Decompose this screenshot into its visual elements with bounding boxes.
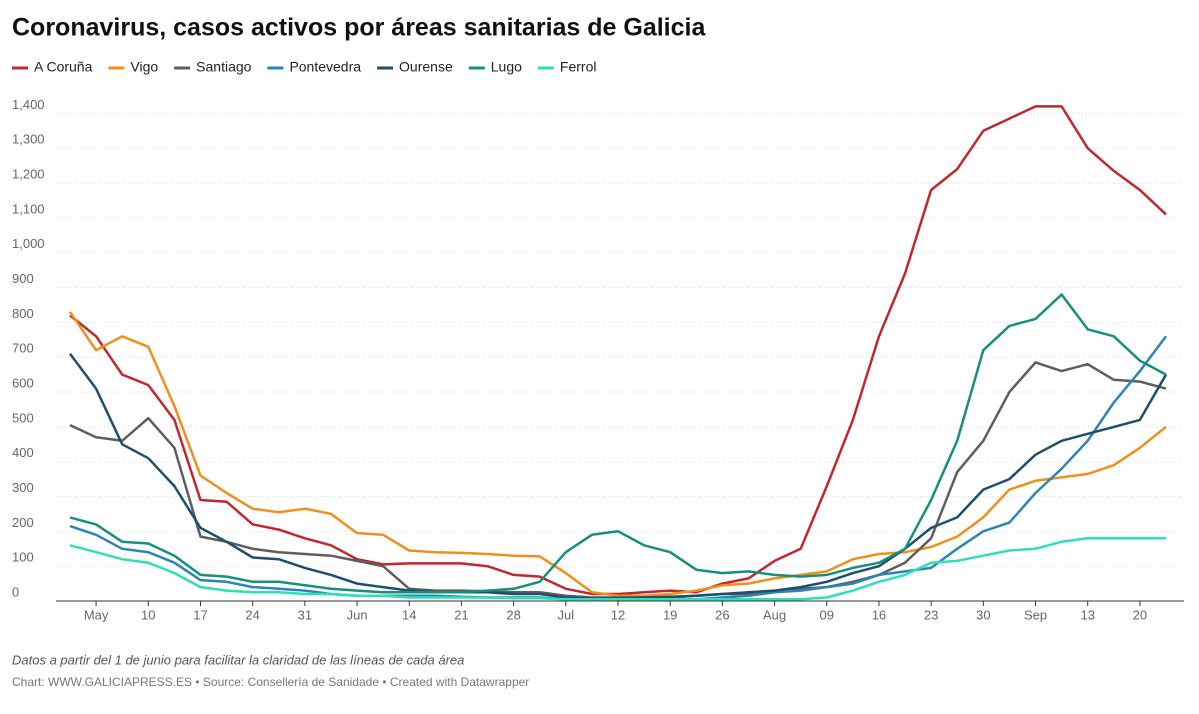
x-tick-label: 21 bbox=[454, 607, 468, 622]
series-line bbox=[68, 352, 1168, 600]
x-tick-label: 24 bbox=[245, 607, 259, 622]
y-tick-label: 900 bbox=[12, 271, 34, 286]
x-tick-label: 28 bbox=[506, 607, 520, 622]
x-tick-label: Aug bbox=[763, 607, 786, 622]
legend-label: Lugo bbox=[491, 59, 522, 75]
y-tick-label: 200 bbox=[12, 515, 34, 530]
legend-label: Vigo bbox=[130, 59, 158, 75]
note: Datos a partir del 1 de junio para facil… bbox=[12, 652, 464, 667]
x-tick-label: Jun bbox=[347, 607, 368, 622]
legend-label: Pontevedra bbox=[289, 59, 361, 75]
x-tick-label: 20 bbox=[1133, 607, 1147, 622]
x-tick-label: 17 bbox=[193, 607, 207, 622]
y-tick-label: 1,300 bbox=[12, 132, 45, 147]
x-tick-label: 26 bbox=[715, 607, 729, 622]
series-line bbox=[69, 293, 1167, 594]
chart-title: Coronavirus, casos activos por áreas san… bbox=[12, 14, 706, 42]
x-tick-label: 09 bbox=[820, 607, 834, 622]
y-tick-label: 100 bbox=[12, 550, 34, 565]
series-line bbox=[69, 537, 1166, 601]
y-tick-label: 400 bbox=[12, 445, 34, 460]
y-tick-label: 1,000 bbox=[12, 236, 45, 251]
x-tick-label: 14 bbox=[402, 607, 416, 622]
x-tick-label: 19 bbox=[663, 607, 677, 622]
y-tick-label: 600 bbox=[12, 375, 34, 390]
legend: A Coruña Vigo Santiago Pontevedra Ourense Lug… bbox=[12, 59, 596, 75]
x-tick-label: 16 bbox=[872, 607, 886, 622]
x-tick-label: 31 bbox=[298, 607, 312, 622]
x-tick-label: Jul bbox=[557, 607, 574, 622]
series-line bbox=[69, 361, 1167, 599]
y-tick-label: 300 bbox=[12, 480, 34, 495]
series-line bbox=[69, 335, 1167, 601]
y-tick-label: 700 bbox=[12, 341, 34, 356]
y-tick-label: 1,100 bbox=[12, 201, 45, 216]
x-tick-label: 23 bbox=[924, 607, 938, 622]
x-tick-label: May bbox=[84, 607, 109, 622]
x-tick-label: 10 bbox=[141, 607, 155, 622]
legend-label: Santiago bbox=[196, 59, 251, 75]
x-tick-label: Sep bbox=[1024, 607, 1047, 622]
legend-label: A Coruña bbox=[34, 59, 93, 75]
series-line bbox=[69, 105, 1167, 596]
series-line bbox=[68, 311, 1167, 598]
legend-label: Ferrol bbox=[560, 59, 597, 75]
legend-label: Ourense bbox=[399, 59, 453, 75]
y-tick-label: 1,200 bbox=[12, 167, 45, 182]
x-tick-label: 30 bbox=[976, 607, 990, 622]
y-tick-label: 1,400 bbox=[12, 97, 45, 112]
y-tick-label: 500 bbox=[12, 410, 34, 425]
x-tick-label: 13 bbox=[1080, 607, 1094, 622]
y-tick-label: 0 bbox=[12, 584, 19, 599]
x-tick-label: 12 bbox=[611, 607, 625, 622]
source: Chart: WWW.GALICIAPRESS.ES • Source: Con… bbox=[12, 675, 529, 689]
y-tick-label: 800 bbox=[12, 306, 34, 321]
